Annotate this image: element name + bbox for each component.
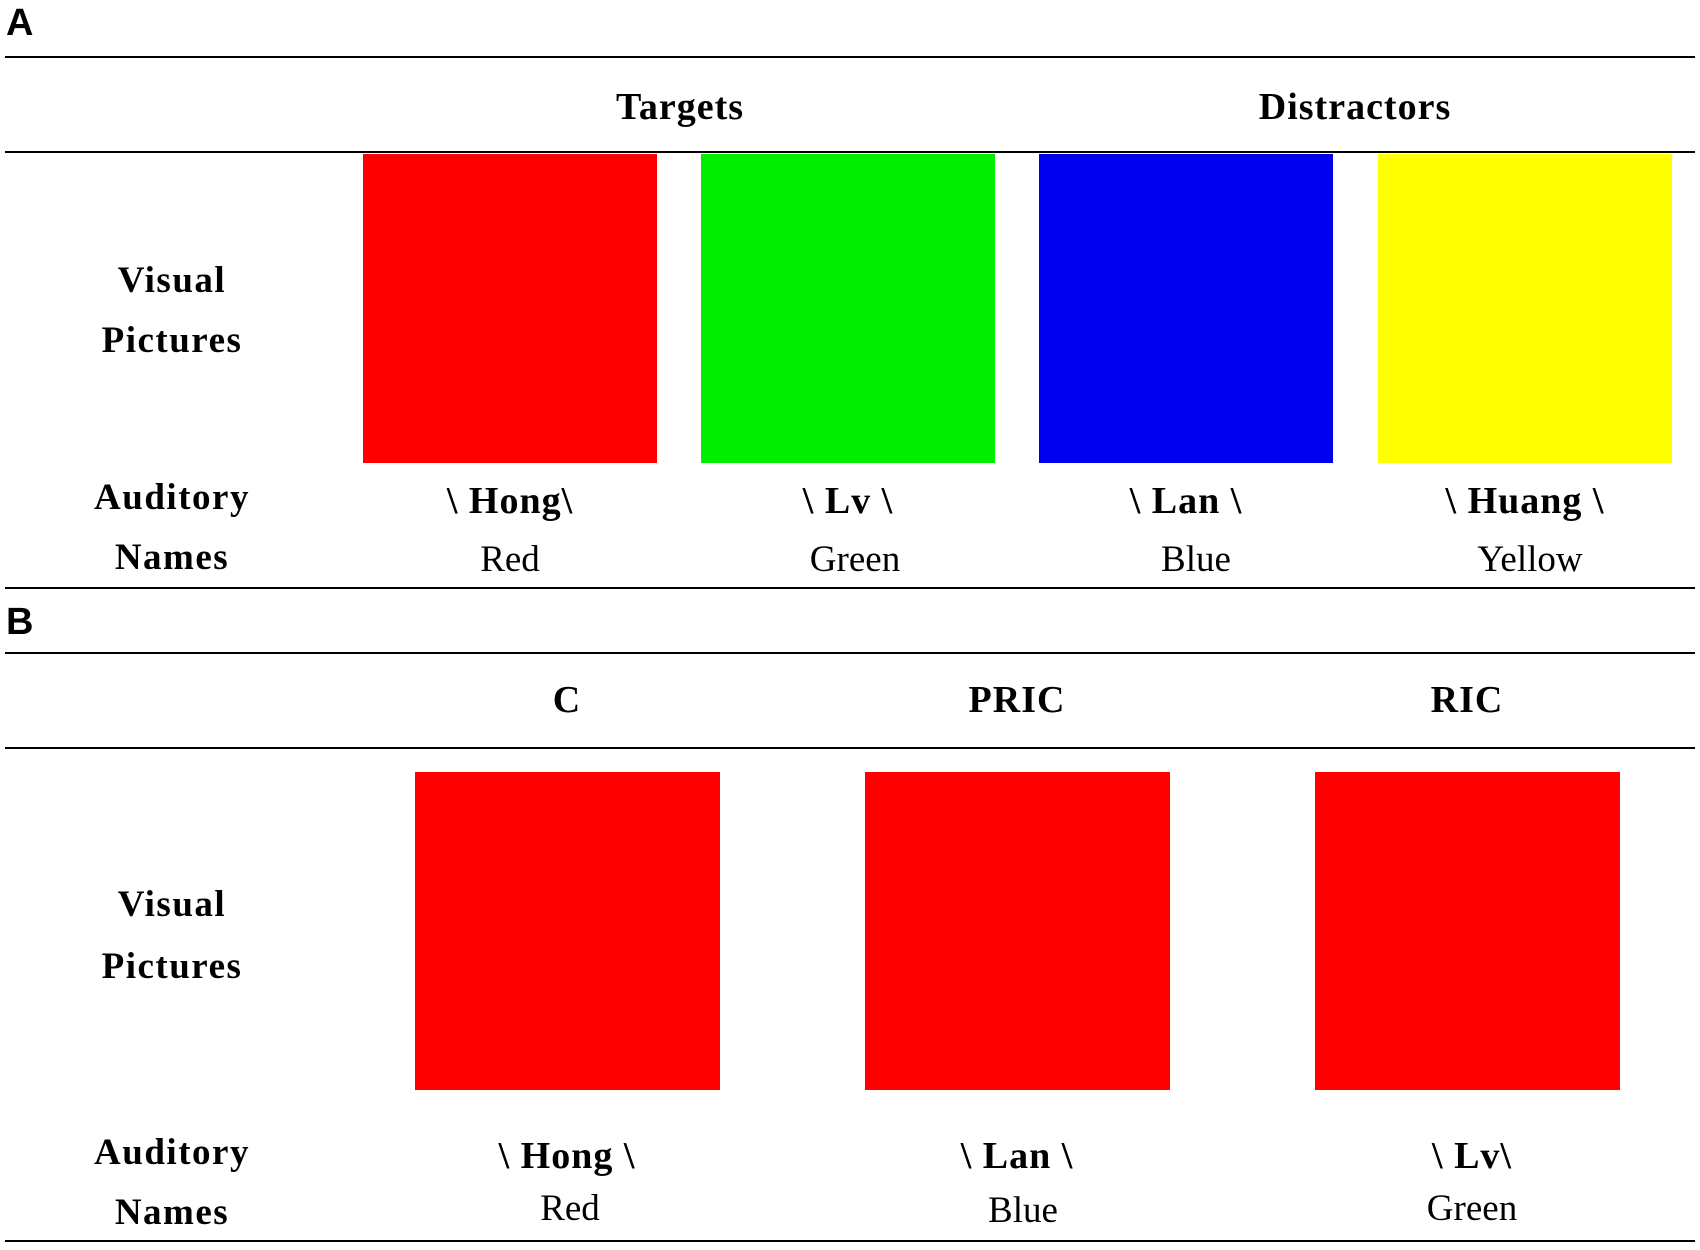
panel-b-auditory-label-1: Auditory	[94, 1132, 250, 1173]
panel-b-swatch-ric	[1315, 772, 1620, 1090]
panel-a-auditory-name-red: \ Hong\	[446, 480, 574, 522]
panel-b-english-pric: Blue	[988, 1190, 1058, 1231]
panel-b-visual-label-2: Pictures	[101, 946, 243, 987]
panel-b-bottom-rule	[5, 1240, 1695, 1242]
panel-a-swatch-red	[363, 154, 657, 463]
panel-a-auditory-label-1: Auditory	[94, 477, 250, 518]
panel-b-label: B	[6, 601, 34, 643]
panel-a-label: A	[6, 2, 34, 44]
panel-b-english-c: Red	[540, 1188, 600, 1229]
panel-a-swatch-blue	[1039, 154, 1333, 463]
panel-a-header-rule	[5, 151, 1695, 153]
panel-a-top-rule	[5, 56, 1695, 58]
panel-b-auditory-label-2: Names	[114, 1192, 230, 1233]
panel-a-english-yellow: Yellow	[1477, 539, 1583, 580]
panel-a-header-targets: Targets	[615, 86, 745, 128]
panel-b-header-rule	[5, 747, 1695, 749]
panel-b-swatch-c	[415, 772, 720, 1090]
panel-b-header-pric: PRIC	[968, 679, 1066, 721]
panel-a-english-green: Green	[809, 539, 901, 580]
panel-b-header-ric: RIC	[1430, 679, 1504, 721]
panel-b-auditory-name-ric: \ Lv\	[1432, 1135, 1512, 1177]
panel-a-swatch-yellow	[1378, 154, 1672, 463]
panel-b-header-c: C	[552, 679, 582, 721]
panel-a-bottom-rule	[5, 587, 1695, 589]
panel-b-visual-label-1: Visual	[117, 884, 227, 925]
panel-b-english-ric: Green	[1426, 1188, 1518, 1229]
panel-a-auditory-name-yellow: \ Huang \	[1445, 480, 1605, 522]
panel-a-auditory-name-green: \ Lv \	[802, 480, 894, 522]
panel-b-auditory-name-pric: \ Lan \	[960, 1135, 1074, 1177]
panel-a-auditory-name-blue: \ Lan \	[1129, 480, 1243, 522]
panel-a-english-blue: Blue	[1161, 539, 1231, 580]
panel-a-visual-label-2: Pictures	[101, 320, 243, 361]
panel-b-auditory-name-c: \ Hong \	[498, 1135, 636, 1177]
panel-a-visual-label-1: Visual	[117, 260, 227, 301]
panel-b-top-rule	[5, 652, 1695, 654]
panel-b-swatch-pric	[865, 772, 1170, 1090]
panel-a-swatch-green	[701, 154, 995, 463]
panel-a-auditory-label-2: Names	[114, 537, 230, 578]
panel-a-header-distractors: Distractors	[1258, 86, 1452, 128]
panel-a-english-red: Red	[480, 539, 540, 580]
